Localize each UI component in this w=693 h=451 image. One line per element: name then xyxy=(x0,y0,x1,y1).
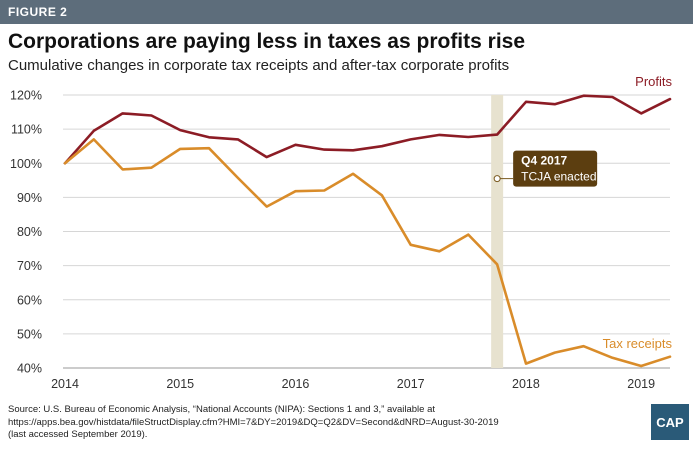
source-note: Source: U.S. Bureau of Economic Analysis… xyxy=(8,404,628,442)
cap-logo: CAP xyxy=(651,404,689,440)
annotation-layer: Q4 2017 TCJA enacted xyxy=(493,150,598,187)
x-tick-label: 2018 xyxy=(512,377,540,391)
y-tick-label: 70% xyxy=(17,259,42,273)
chart-subtitle: Cumulative changes in corporate tax rece… xyxy=(8,57,510,74)
annotation-band-layer xyxy=(491,95,504,368)
chart-title: Corporations are paying less in taxes as… xyxy=(8,30,526,53)
grid-layer xyxy=(63,94,670,369)
y-tick-label: 90% xyxy=(17,191,42,205)
tax-receipts-series-label: Tax receipts xyxy=(603,336,673,351)
series-labels: Profits Tax receipts xyxy=(603,74,673,351)
x-tick-label: 2015 xyxy=(166,377,194,391)
figure-label: FIGURE 2 xyxy=(8,5,68,19)
y-tick-label: 80% xyxy=(17,225,42,239)
x-tick-label: 2017 xyxy=(397,377,425,391)
y-axis-ticks: 120% 110% 100% 90% 80% 70% 60% 50% 40% xyxy=(10,89,42,376)
tax-receipts-line xyxy=(63,138,672,368)
annotation-box xyxy=(513,150,598,187)
annotation-title: Q4 2017 xyxy=(521,154,567,168)
annotation-marker xyxy=(493,175,501,183)
tcja-band xyxy=(491,95,504,368)
figure-header-bar: FIGURE 2 xyxy=(0,0,693,24)
y-tick-label: 100% xyxy=(10,157,42,171)
source-line-1: Source: U.S. Bureau of Economic Analysis… xyxy=(8,404,436,415)
x-axis-ticks: 2014 2015 2016 2017 2018 2019 xyxy=(51,377,655,391)
source-line-3: (last accessed September 2019). xyxy=(8,429,148,440)
source-line-2: https://apps.bea.gov/histdata/fileStruct… xyxy=(8,416,499,428)
y-tick-label: 40% xyxy=(17,362,42,376)
y-tick-label: 50% xyxy=(17,327,42,341)
line-chart: 120%110%100%90%80%70%60%50%40% 2014 2015 2… xyxy=(10,74,673,391)
series-layer xyxy=(63,94,672,368)
annotation-subtitle: TCJA enacted xyxy=(521,170,596,184)
y-tick-label: 120% xyxy=(10,89,42,103)
x-tick-label: 2016 xyxy=(282,377,310,391)
x-tick-label: 2014 xyxy=(51,377,79,391)
x-tick-label: 2019 xyxy=(627,377,655,391)
profits-series-label: Profits xyxy=(635,74,672,89)
y-tick-label: 110% xyxy=(11,123,42,137)
y-tick-label: 60% xyxy=(17,293,42,307)
profits-line xyxy=(63,94,672,165)
